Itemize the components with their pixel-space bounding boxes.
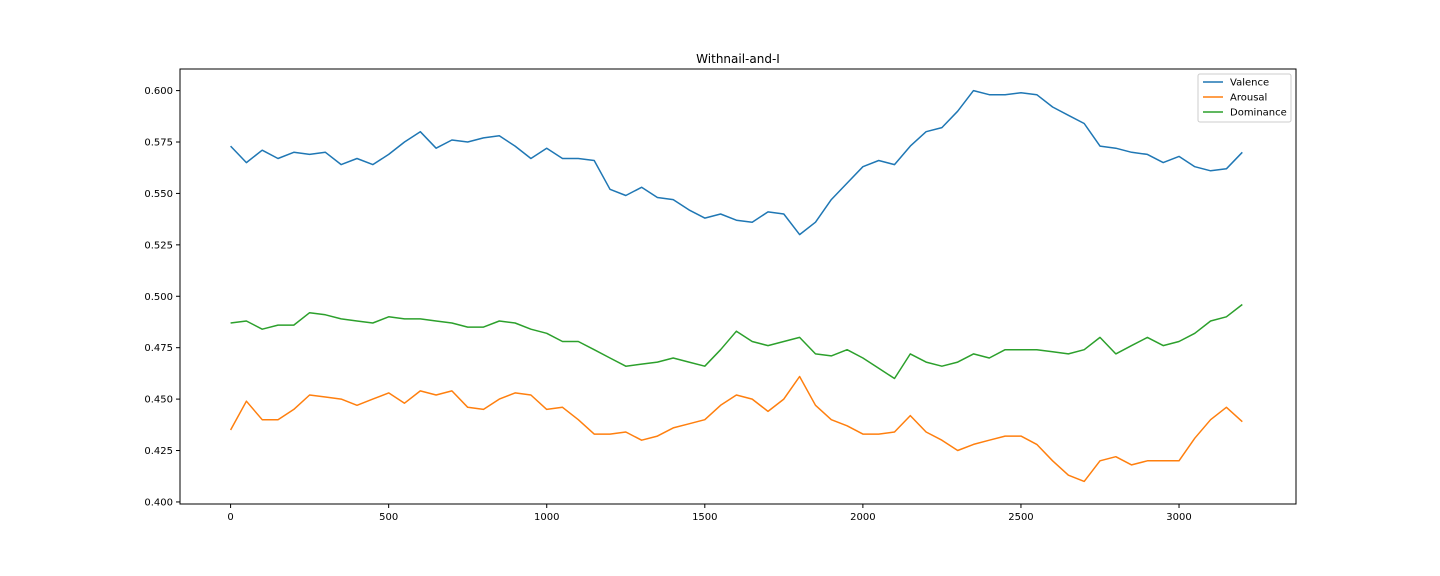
- x-tick-label: 1000: [534, 512, 559, 523]
- y-tick-label: 0.475: [144, 343, 173, 354]
- chart-title: Withnail-and-I: [696, 52, 780, 66]
- x-tick-label: 1500: [692, 512, 717, 523]
- x-tick-label: 2500: [1008, 512, 1033, 523]
- series-line-arousal: [229, 375, 1243, 483]
- x-tick-label: 0: [227, 512, 233, 523]
- y-tick-label: 0.525: [144, 240, 173, 251]
- y-tick-label: 0.425: [144, 446, 173, 457]
- y-tick-label: 0.600: [144, 86, 173, 97]
- x-tick-label: 2000: [850, 512, 875, 523]
- x-tick-label: 3000: [1166, 512, 1191, 523]
- y-tick-label: 0.575: [144, 138, 173, 149]
- legend: Valence Arousal Dominance: [1197, 73, 1292, 123]
- y-tick-label: 0.550: [144, 189, 173, 200]
- x-tick-label: 500: [379, 512, 398, 523]
- series-layer: [229, 89, 1243, 483]
- legend-label-arousal: Arousal: [1230, 93, 1267, 104]
- series-line-valence: [230, 89, 1243, 236]
- y-tick-label: 0.450: [144, 395, 173, 406]
- plot-area-frame: [179, 68, 1297, 505]
- y-tick-label: 0.500: [144, 292, 173, 303]
- y-tick-label: 0.400: [144, 497, 173, 508]
- legend-label-dominance: Dominance: [1230, 108, 1287, 119]
- series-line-dominance: [230, 303, 1243, 380]
- y-axis: 0.400 0.425 0.450 0.475 0.500 0.525 0.550 0.575…: [144, 86, 180, 508]
- legend-box: [1197, 73, 1292, 123]
- x-axis: 0 500 1000 1500 2000 2500 3000: [227, 504, 1192, 523]
- legend-label-valence: Valence: [1230, 78, 1269, 89]
